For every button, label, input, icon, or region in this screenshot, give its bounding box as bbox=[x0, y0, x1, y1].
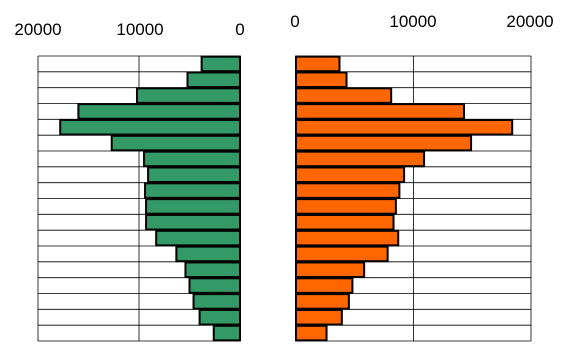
right-bar bbox=[295, 87, 393, 104]
right-bar bbox=[295, 182, 401, 199]
right-bar bbox=[295, 308, 343, 326]
left-tick-label: 20000 bbox=[14, 20, 61, 39]
left-bar bbox=[145, 213, 242, 231]
right-tick-label: 0 bbox=[290, 12, 299, 31]
left-bar bbox=[188, 277, 241, 294]
right-bar bbox=[295, 103, 466, 120]
left-bar-chart: 20000 10000 0 bbox=[14, 20, 245, 342]
right-bar bbox=[295, 213, 395, 231]
right-tick-label: 10000 bbox=[389, 12, 436, 31]
right-tick-label: 20000 bbox=[506, 12, 553, 31]
right-bar bbox=[295, 277, 354, 294]
left-bar bbox=[135, 87, 241, 104]
right-bar bbox=[295, 229, 400, 247]
right-bar bbox=[295, 245, 389, 263]
left-bar bbox=[186, 71, 241, 89]
right-bar bbox=[295, 166, 406, 184]
left-bar bbox=[143, 150, 241, 168]
left-tick-label: 10000 bbox=[116, 20, 163, 39]
right-bar bbox=[295, 293, 350, 310]
left-bar bbox=[212, 324, 242, 342]
right-bar-chart: 0 10000 20000 bbox=[290, 12, 554, 342]
left-bar bbox=[198, 308, 242, 326]
right-bar bbox=[295, 118, 514, 136]
right-bar bbox=[295, 134, 473, 152]
left-bar bbox=[147, 166, 241, 184]
left-bar bbox=[184, 261, 242, 279]
right-bar bbox=[295, 71, 348, 89]
left-bar bbox=[110, 134, 242, 152]
left-bar bbox=[192, 293, 241, 310]
left-bar bbox=[155, 229, 241, 247]
left-bar bbox=[59, 118, 241, 136]
left-bar bbox=[175, 245, 241, 263]
right-bar bbox=[295, 55, 341, 73]
right-bar bbox=[295, 198, 397, 215]
right-bar bbox=[295, 324, 328, 342]
left-bar bbox=[77, 103, 242, 120]
right-bar bbox=[295, 261, 366, 279]
left-tick-label: 0 bbox=[235, 20, 244, 39]
left-bar bbox=[144, 182, 241, 199]
left-bar bbox=[145, 198, 242, 215]
left-bar bbox=[200, 55, 241, 73]
right-bar bbox=[295, 150, 426, 168]
